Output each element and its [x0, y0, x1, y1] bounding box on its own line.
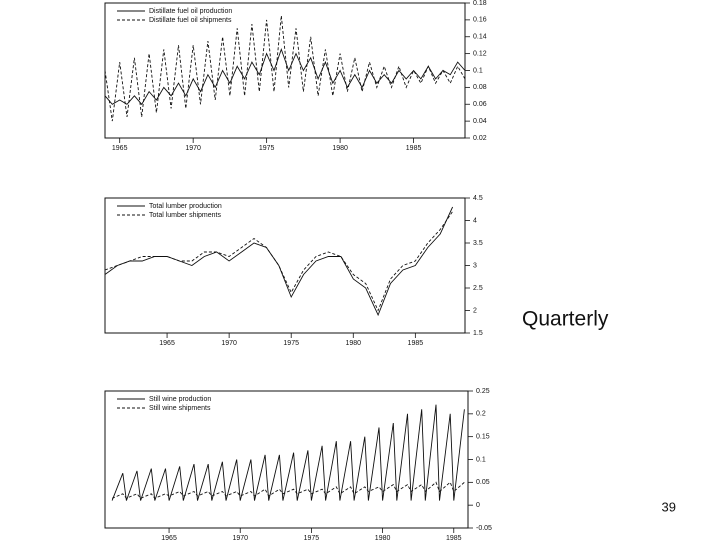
y-tick-label: 1.5	[473, 330, 483, 337]
x-tick-label: 1985	[406, 145, 422, 152]
x-tick-label: 1985	[408, 340, 424, 347]
y-tick-label: 0.04	[473, 118, 487, 125]
y-tick-label: 0.18	[473, 0, 487, 7]
y-tick-label: 0.05	[476, 479, 490, 486]
y-tick-label: 4	[473, 217, 477, 224]
x-tick-label: 1980	[332, 145, 348, 152]
x-tick-label: 1970	[185, 145, 201, 152]
y-tick-label: 4.5	[473, 195, 483, 202]
y-tick-label: 0.2	[476, 411, 486, 418]
series-line	[111, 404, 465, 501]
page-number: 39	[662, 499, 676, 514]
y-tick-label: 0.1	[473, 67, 483, 74]
x-tick-label: 1965	[112, 145, 128, 152]
x-tick-label: 1985	[446, 535, 462, 540]
x-tick-label: 1970	[221, 340, 237, 347]
x-tick-label: 1980	[375, 535, 391, 540]
x-tick-label: 1980	[345, 340, 361, 347]
x-tick-label: 1975	[304, 535, 320, 540]
legend-label: Total lumber production	[149, 203, 222, 210]
series-line	[104, 15, 466, 122]
series-line	[104, 211, 453, 312]
y-tick-label: 0.02	[473, 135, 487, 142]
y-tick-label: 0.16	[473, 17, 487, 24]
y-tick-label: 0.14	[473, 34, 487, 41]
legend-label: Still wine shipments	[149, 405, 211, 412]
x-tick-label: 1975	[283, 340, 299, 347]
y-tick-label: -0.05	[476, 525, 492, 532]
legend-label: Still wine production	[149, 396, 211, 403]
x-tick-label: 1965	[159, 340, 175, 347]
series-line	[104, 48, 466, 106]
x-tick-label: 1970	[232, 535, 248, 540]
y-tick-label: 0.15	[476, 434, 490, 441]
y-tick-label: 0.1	[476, 456, 486, 463]
legend-label: Distillate fuel oil production	[149, 8, 232, 15]
y-tick-label: 2.5	[473, 285, 483, 292]
x-tick-label: 1965	[161, 535, 177, 540]
y-tick-label: 3	[473, 262, 477, 269]
x-tick-label: 1975	[259, 145, 275, 152]
legend-label: Total lumber shipments	[149, 212, 221, 219]
y-tick-label: 0.06	[473, 101, 487, 108]
series-line	[111, 481, 465, 499]
y-tick-label: 3.5	[473, 240, 483, 247]
caption: Quarterly	[522, 308, 609, 331]
y-tick-label: 0	[476, 502, 480, 509]
y-tick-label: 0.25	[476, 388, 490, 395]
y-tick-label: 0.08	[473, 84, 487, 91]
y-tick-label: 0.12	[473, 50, 487, 57]
y-tick-label: 2	[473, 307, 477, 314]
legend-label: Distillate fuel oil shipments	[149, 17, 232, 24]
